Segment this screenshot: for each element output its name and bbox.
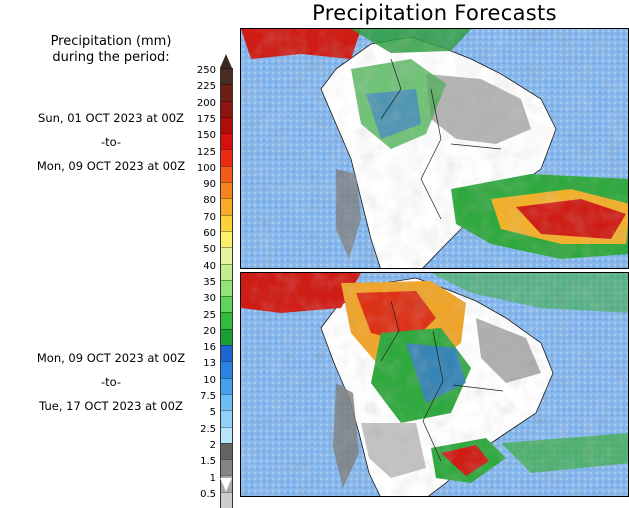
colorbar-tick-label: 30 <box>203 293 216 305</box>
colorbar-tick-label: 70 <box>203 211 216 223</box>
colorbar-tick-label: 1 <box>209 472 216 484</box>
period-2-separator: -to- <box>100 375 122 389</box>
colorbar-tick-label: 60 <box>203 228 216 239</box>
colorbar-swatch <box>221 198 232 215</box>
colorbar-tick-label: 225 <box>196 81 216 93</box>
forecast-map-2-svg <box>241 273 628 496</box>
colorbar-tick-label: 13 <box>203 358 216 370</box>
texture-overlay <box>241 29 628 268</box>
colorbar-tick-label: 250 <box>196 65 216 76</box>
colorbar-tick-label: 1.5 <box>200 456 216 468</box>
colorbar-tick-label: 16 <box>203 342 216 354</box>
colorbar-swatch <box>221 459 232 476</box>
colorbar-swatch <box>221 182 232 199</box>
colorbar-swatch <box>221 214 232 231</box>
colorbar-tick-label: 125 <box>196 146 216 158</box>
colorbar-tick-label: 175 <box>196 113 216 125</box>
legend-title: Precipitation (mm) during the period: <box>0 34 222 66</box>
forecast-map-week-2 <box>240 272 629 497</box>
period-2-end: Tue, 17 OCT 2023 at 00Z <box>39 399 183 413</box>
colorbar-swatch <box>221 133 232 150</box>
colorbar-tick-label: 5 <box>209 407 216 419</box>
colorbar-bottom-arrow-fill <box>221 478 231 490</box>
colorbar-swatch <box>221 247 232 264</box>
colorbar-tick-label: 20 <box>203 325 216 337</box>
colorbar-tick-label: 50 <box>203 244 216 256</box>
colorbar-swatch <box>221 442 232 460</box>
colorbar-tick-label: 80 <box>203 195 216 207</box>
colorbar-swatch <box>221 230 232 248</box>
colorbar-top-arrow <box>220 54 232 68</box>
colorbar-tick-label: 90 <box>203 179 216 191</box>
colorbar-swatch <box>221 426 232 443</box>
colorbar-tick-label: 10 <box>203 374 216 386</box>
colorbar-swatch <box>221 116 232 134</box>
period-label-2: Mon, 09 OCT 2023 at 00Z -to- Tue, 17 OCT… <box>0 346 222 418</box>
legend-title-line1: Precipitation (mm) <box>50 34 172 49</box>
colorbar-swatch <box>221 296 232 313</box>
colorbar-tick-label: 150 <box>196 130 216 142</box>
colorbar-tick-label: 2 <box>209 439 216 451</box>
colorbar-swatch <box>221 84 232 101</box>
colorbar-tick-label: 40 <box>203 260 216 272</box>
period-1-separator: -to- <box>100 135 122 149</box>
colorbar-tick-label: 35 <box>203 276 216 288</box>
colorbar-swatch <box>221 279 232 297</box>
period-1-end: Mon, 09 OCT 2023 at 00Z <box>36 159 186 173</box>
precipitation-colorbar <box>220 54 233 508</box>
colorbar-tick-label: 2.5 <box>200 423 216 435</box>
colorbar-tick-label: 25 <box>203 309 216 321</box>
forecast-map-week-1 <box>240 28 629 269</box>
colorbar-swatch <box>221 393 232 411</box>
legend-title-line2: during the period: <box>52 50 170 65</box>
colorbar-swatch <box>221 68 232 85</box>
colorbar-swatch <box>221 328 232 346</box>
period-2-start: Mon, 09 OCT 2023 at 00Z <box>36 351 186 365</box>
colorbar-swatch <box>221 263 232 280</box>
colorbar-swatch <box>221 491 232 508</box>
colorbar-swatch <box>221 165 232 183</box>
country-borders <box>380 58 502 220</box>
forecast-map-1-svg <box>241 29 628 268</box>
colorbar-swatch <box>221 312 232 329</box>
country-borders <box>380 300 504 462</box>
colorbar-swatch <box>221 149 232 166</box>
colorbar-swatch <box>221 345 232 362</box>
colorbar-swatch <box>221 377 232 394</box>
colorbar-swatch <box>221 100 232 117</box>
page-title: Precipitation Forecasts <box>312 1 557 25</box>
period-1-start: Sun, 01 OCT 2023 at 00Z <box>38 111 184 125</box>
colorbar-tick-label: 200 <box>196 97 216 109</box>
colorbar-swatches <box>220 68 233 508</box>
colorbar-swatch <box>221 361 232 378</box>
texture-overlay <box>241 273 628 496</box>
colorbar-swatch <box>221 410 232 427</box>
period-label-1: Sun, 01 OCT 2023 at 00Z -to- Mon, 09 OCT… <box>0 106 222 178</box>
colorbar-tick-label: 7.5 <box>200 391 216 402</box>
colorbar-tick-label: 0.5 <box>200 488 216 500</box>
colorbar-tick-label: 100 <box>196 162 216 174</box>
